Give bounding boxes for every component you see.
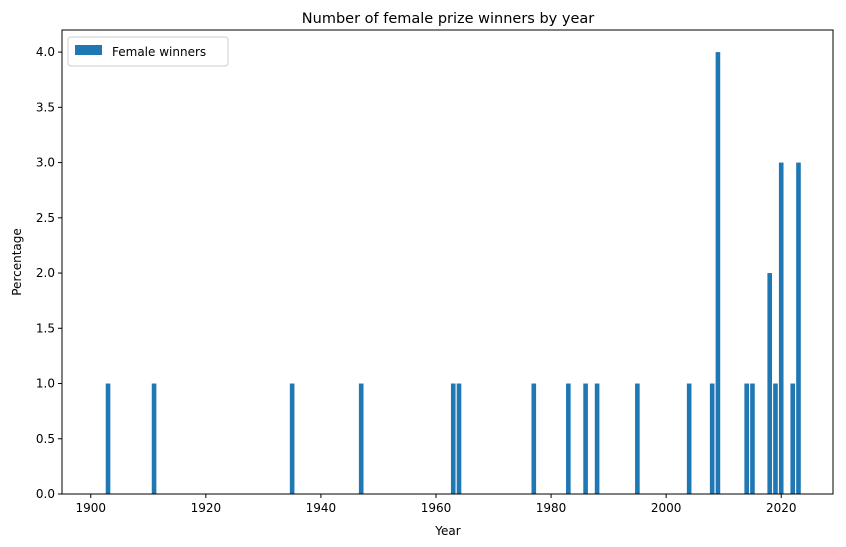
bar-2004 bbox=[686, 383, 692, 494]
plot-frame bbox=[61, 29, 834, 495]
bar-1977 bbox=[531, 383, 537, 494]
legend-swatch bbox=[75, 45, 102, 55]
y-tick-label: 4.0 bbox=[36, 45, 55, 59]
y-tick-label: 0.0 bbox=[36, 487, 55, 501]
y-tick-label: 2.5 bbox=[36, 211, 55, 225]
y-tick-label: 2.0 bbox=[36, 266, 55, 280]
bar-1911 bbox=[151, 383, 157, 494]
y-tick-label: 1.0 bbox=[36, 377, 55, 391]
bar-2020 bbox=[778, 162, 784, 495]
x-tick-label: 1940 bbox=[306, 501, 337, 515]
legend-label: Female winners bbox=[112, 45, 206, 59]
bar-1963 bbox=[450, 383, 456, 494]
bar-1995 bbox=[635, 383, 640, 494]
x-tick-label: 1960 bbox=[421, 501, 452, 515]
bar-2015 bbox=[750, 383, 755, 494]
x-tick-label: 1980 bbox=[536, 501, 567, 515]
bar-2023 bbox=[796, 162, 801, 495]
x-tick-label: 1920 bbox=[191, 501, 222, 515]
bar-2022 bbox=[790, 383, 796, 494]
bar-1983 bbox=[566, 383, 571, 494]
x-tick-label: 2000 bbox=[651, 501, 682, 515]
bar-1964 bbox=[456, 383, 462, 494]
chart-title: Number of female prize winners by year bbox=[302, 11, 594, 27]
bar-1947 bbox=[358, 383, 364, 494]
bar-2014 bbox=[744, 383, 749, 494]
y-tick-label: 1.5 bbox=[36, 321, 55, 335]
x-axis-ticks: 1900 1920 1940 1960 1980 2000 2020 bbox=[75, 494, 796, 515]
bar-1986 bbox=[583, 383, 588, 494]
x-axis-title: Year bbox=[434, 524, 460, 538]
bar-1903 bbox=[105, 383, 111, 494]
y-tick-label: 0.5 bbox=[36, 432, 55, 446]
bar-2009 bbox=[715, 52, 721, 494]
y-tick-label: 3.0 bbox=[36, 156, 55, 170]
bar-2019 bbox=[773, 383, 778, 494]
bar-2008 bbox=[709, 383, 715, 494]
bar-1935 bbox=[289, 383, 295, 494]
x-tick-label: 1900 bbox=[75, 501, 106, 515]
legend-frame bbox=[67, 36, 229, 67]
bar-1988 bbox=[594, 383, 600, 494]
legend: Female winners bbox=[67, 36, 229, 67]
y-axis-title: Percentage bbox=[10, 228, 24, 296]
y-axis-ticks: 0.0 0.5 1.0 1.5 2.0 2.5 3.0 3.5 4.0 bbox=[36, 45, 62, 501]
y-tick-label: 3.5 bbox=[36, 100, 55, 114]
bars-group bbox=[105, 52, 801, 495]
bar-2018 bbox=[767, 273, 773, 494]
x-tick-label: 2020 bbox=[766, 501, 797, 515]
